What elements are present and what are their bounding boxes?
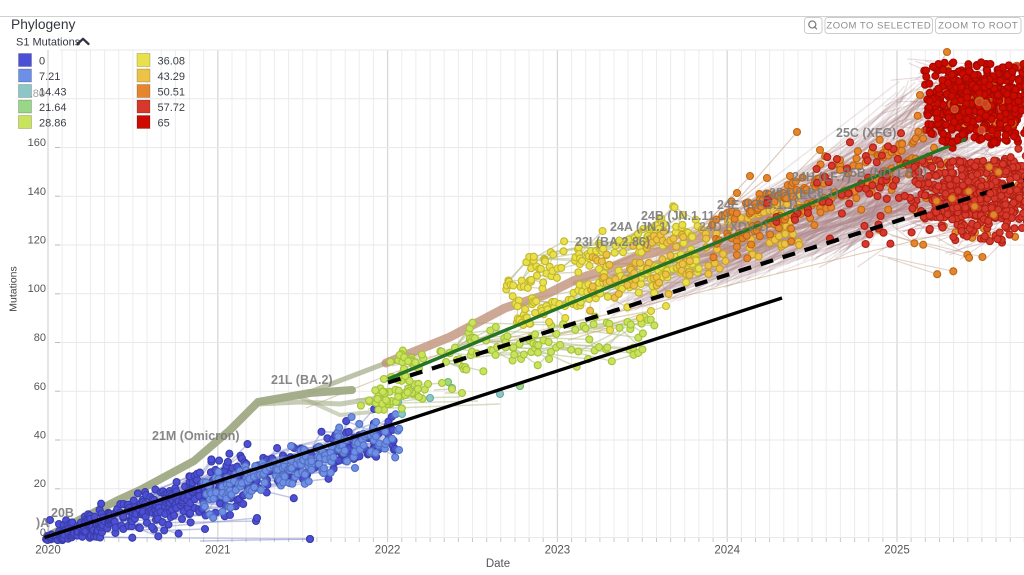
svg-text:2020: 2020 xyxy=(35,545,61,557)
svg-text:7.21: 7.21 xyxy=(39,71,60,83)
svg-text:24A (JN.1): 24A (JN.1) xyxy=(610,220,671,234)
svg-text:25A (LP.8.1): 25A (LP.8.1) xyxy=(769,186,838,200)
svg-text:0: 0 xyxy=(39,56,45,68)
svg-text:43.29: 43.29 xyxy=(158,71,186,83)
svg-text:24H (LF.7): 24H (LF.7) xyxy=(792,170,851,184)
svg-text:20: 20 xyxy=(34,478,46,490)
svg-text:120: 120 xyxy=(28,235,46,247)
svg-text:S1 Mutations: S1 Mutations xyxy=(16,37,81,49)
svg-text:57.72: 57.72 xyxy=(158,102,186,114)
svg-text:21M (Omicron): 21M (Omicron) xyxy=(152,429,240,443)
svg-text:2025: 2025 xyxy=(884,545,910,557)
svg-text:24B (JN.1.11.1): 24B (JN.1.11.1) xyxy=(641,209,729,223)
svg-text:60: 60 xyxy=(34,381,46,393)
svg-text:24E (KP.3.1.1): 24E (KP.3.1.1) xyxy=(717,198,798,212)
svg-text:14.43: 14.43 xyxy=(39,87,67,99)
svg-text:20B: 20B xyxy=(51,506,74,520)
svg-text:25C (XFG): 25C (XFG) xyxy=(836,126,896,140)
svg-text:28.86: 28.86 xyxy=(39,118,67,130)
svg-text:2023: 2023 xyxy=(545,545,571,557)
svg-text:Date: Date xyxy=(486,558,510,570)
svg-text:160: 160 xyxy=(28,137,46,149)
svg-text:2024: 2024 xyxy=(714,545,740,557)
svg-text:2022: 2022 xyxy=(375,545,401,557)
svg-text:ZOOM TO ROOT: ZOOM TO ROOT xyxy=(938,21,1018,32)
svg-text:0: 0 xyxy=(40,527,46,539)
svg-text:24F (XEC): 24F (XEC) xyxy=(762,188,821,202)
svg-text:Mutations: Mutations xyxy=(8,266,20,312)
svg-text:50.51: 50.51 xyxy=(158,87,186,99)
svg-text:25B (ND.1.8.1): 25B (ND.1.8.1) xyxy=(843,166,927,180)
svg-text:100: 100 xyxy=(28,283,46,295)
svg-text:Phylogeny: Phylogeny xyxy=(11,17,76,32)
svg-text:24D (XDV.1): 24D (XDV.1) xyxy=(699,220,769,234)
svg-text:21L (BA.2): 21L (BA.2) xyxy=(271,373,333,387)
svg-text:2021: 2021 xyxy=(205,545,231,557)
svg-text:65: 65 xyxy=(158,118,170,130)
svg-text:80: 80 xyxy=(34,332,46,344)
svg-text:23I (BA.2.86): 23I (BA.2.86) xyxy=(575,235,650,249)
svg-text:36.08: 36.08 xyxy=(158,56,186,68)
svg-text:ZOOM TO SELECTED: ZOOM TO SELECTED xyxy=(826,21,931,32)
svg-text:140: 140 xyxy=(28,186,46,198)
svg-text:40: 40 xyxy=(34,430,46,442)
svg-text:21.64: 21.64 xyxy=(39,102,67,114)
svg-text:)A: )A xyxy=(36,516,49,530)
